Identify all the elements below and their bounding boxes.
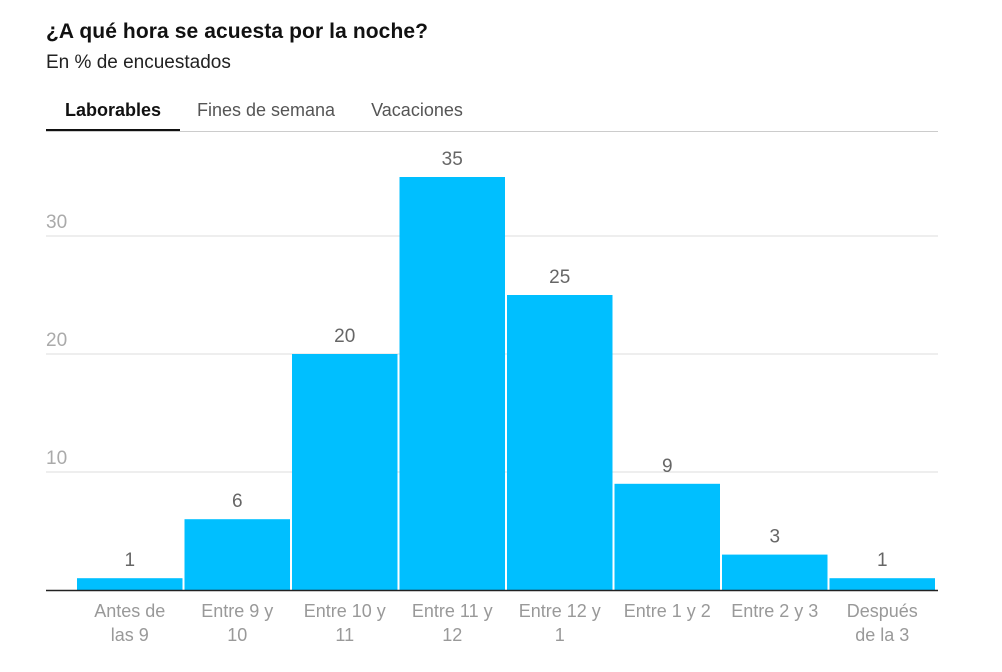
y-tick-label: 20 xyxy=(46,330,67,351)
x-tick-label: Entre 11 y xyxy=(412,601,493,621)
chart-title: ¿A qué hora se acuesta por la noche? xyxy=(46,20,429,43)
bar xyxy=(292,354,398,590)
y-tick-label: 10 xyxy=(46,448,67,469)
data-label: 25 xyxy=(549,267,570,288)
x-tick-label: 10 xyxy=(227,625,247,645)
tab-vacaciones[interactable]: Vacaciones xyxy=(371,100,463,120)
x-tick-label: de la 3 xyxy=(855,625,909,645)
bar-layer xyxy=(77,177,935,590)
x-tick-label: las 9 xyxy=(111,625,149,645)
y-tick-label: 30 xyxy=(46,212,67,233)
bar xyxy=(184,519,290,590)
data-label: 1 xyxy=(877,550,888,571)
tab-laborables[interactable]: Laborables xyxy=(46,96,180,131)
x-tick-label: 12 xyxy=(442,625,462,645)
data-label: 6 xyxy=(232,491,243,512)
bar xyxy=(507,295,613,590)
data-label: 20 xyxy=(334,326,355,347)
data-label: 9 xyxy=(662,456,673,477)
tab-fines-de-semana[interactable]: Fines de semana xyxy=(196,100,336,120)
x-tick-label: Entre 2 y 3 xyxy=(731,601,818,621)
x-tick-label: 1 xyxy=(555,625,565,645)
x-tick-label: Entre 12 y xyxy=(519,601,601,621)
bar xyxy=(614,483,720,590)
bar xyxy=(722,554,828,590)
x-tick-label: Entre 10 y xyxy=(304,601,386,621)
data-label: 35 xyxy=(442,149,463,170)
bar xyxy=(829,578,935,590)
x-tick-label: Después xyxy=(847,601,918,621)
chart-subtitle: En % de encuestados xyxy=(46,52,231,73)
tab-bar: Laborables Fines de semana Vacaciones xyxy=(46,96,938,132)
data-label: 3 xyxy=(769,527,780,548)
x-tick-label: Antes de xyxy=(94,601,165,621)
bar xyxy=(399,177,505,590)
x-tick-label: Entre 1 y 2 xyxy=(624,601,711,621)
bar xyxy=(77,578,183,590)
x-tick-label: 11 xyxy=(335,625,354,645)
x-tick-label: Entre 9 y xyxy=(201,601,273,621)
data-label: 1 xyxy=(124,550,135,571)
